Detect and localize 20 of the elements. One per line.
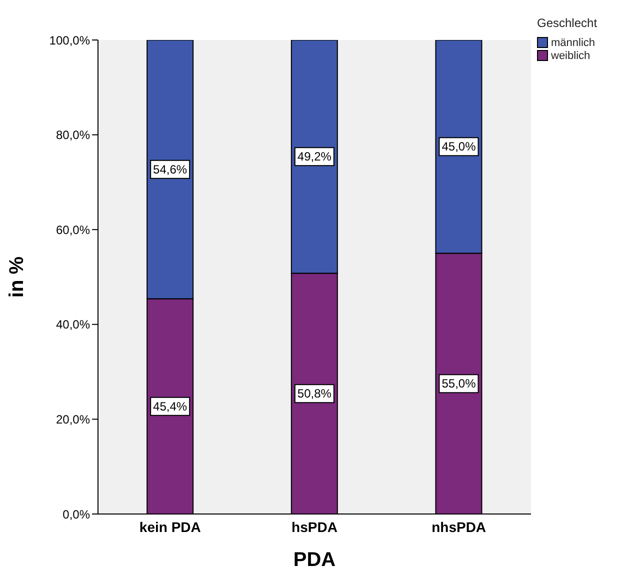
legend-label: männlich [551, 36, 596, 48]
y-tick-label: 40,0% [56, 318, 90, 332]
data-label: 45,4% [153, 399, 188, 414]
data-label: 54,6% [153, 162, 188, 176]
y-tick-label: 60,0% [56, 222, 90, 237]
x-tick-label: kein PDA [139, 518, 201, 535]
data-label: 49,2% [297, 150, 332, 164]
legend-label: weiblich [551, 50, 590, 62]
x-axis-title: PDA [293, 549, 336, 571]
x-tick-label: nhsPDA [432, 518, 486, 535]
legend-title: Geschlecht [537, 16, 598, 30]
data-label: 45,0% [442, 140, 476, 154]
y-tick-label: 20,0% [56, 412, 90, 426]
y-tick-label: 80,0% [56, 128, 90, 142]
data-label: 55,0% [442, 376, 476, 391]
y-axis-title: in % [6, 256, 28, 298]
x-tick-label: hsPDA [292, 518, 338, 535]
y-tick-label: 100,0% [49, 33, 90, 48]
data-label: 50,8% [297, 386, 332, 401]
y-tick-label: 0,0% [62, 507, 90, 522]
